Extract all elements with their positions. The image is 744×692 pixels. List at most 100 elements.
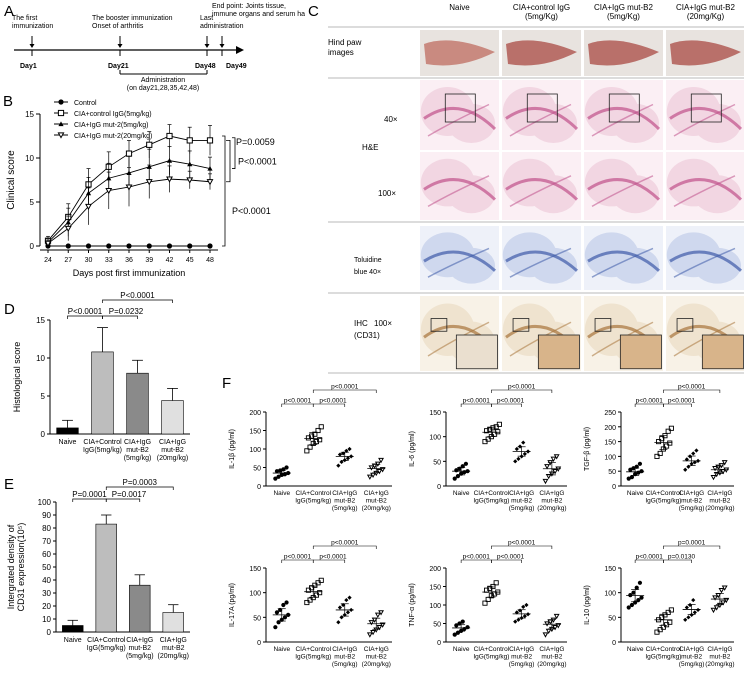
y-axis-label: TGF-β (pg/ml) [584,427,591,471]
zoom-box [526,93,558,123]
tissue-band [423,106,497,131]
significance-bracket [312,559,346,563]
tissue-region [529,175,578,214]
significance-bracket [102,299,173,303]
category-label: Naive [627,490,644,497]
image-tile [420,80,499,150]
paw-shape [670,40,741,66]
image-tile [666,296,744,371]
x-axis-label: Days post first immunization [73,268,186,278]
tissue-band [587,106,661,131]
data-point [187,243,193,249]
x-tick-label: 30 [85,257,93,264]
data-point [273,625,278,630]
p-value-label: P=0.0232 [109,307,144,316]
category-label: CIA+Control IgG(5mg/kg) [295,646,331,661]
tissue-band [587,178,661,201]
data-point [718,588,725,594]
y-tick-label: 15 [36,316,45,325]
significance-bracket [491,403,522,407]
data-point [312,431,318,437]
legend-label: CIA+control IgG(5mg/kg) [74,111,152,118]
clinical-score-chart: 0 5 10 15 24 27 30 33 36 39 42 45 48 Clinical score Da… [6,99,277,278]
tgfb-chart: 0 50 100 150 200 250 TGF-β (pg/ml) Naive CIA+Con… [584,384,735,513]
category-label: CIA+IgG mut-B2 (5mg/kg) [509,490,535,512]
y-tick-label: 0 [257,640,261,647]
category-label: Naive [627,646,644,653]
data-point [487,426,493,432]
p-value-label: p<0.0001 [463,398,491,405]
image-tile [502,80,581,150]
y-tick-label: 50 [253,615,261,622]
y-tick-label: 100 [604,454,616,461]
data-point [553,454,560,460]
p-value-label: p<0.0001 [636,554,664,561]
data-point [631,590,636,595]
bar [91,351,114,435]
y-tick-label: 100 [38,498,52,507]
tissue-band [427,247,490,278]
y-tick-label: 150 [604,566,616,573]
y-tick-label: 5 [30,198,35,207]
significance-bracket [663,545,721,549]
data-point [274,610,280,615]
data-point [207,243,213,249]
data-point [187,161,193,167]
data-point [712,595,719,601]
y-tick-label: 50 [253,466,261,473]
tissue-band [505,106,579,131]
data-point [553,613,560,620]
paw-shape [424,40,495,66]
category-label: CIA+IgG mut-B2 (5mg/kg) [679,646,705,668]
data-point [657,450,663,456]
data-point [513,459,518,464]
data-point [720,600,727,606]
y-tick-label: 0 [47,628,52,637]
data-point [378,457,384,464]
x-tick-label: 45 [186,257,194,264]
zoom-box [690,93,722,123]
tissue-band [673,175,736,208]
data-point [683,467,688,472]
p-value-label: P<0.0001 [238,157,277,167]
tnfa-chart: 0 50 100 150 200 TNF-α (pg/ml) Naive CIA+Contro… [409,540,567,668]
data-point [516,456,521,461]
y-axis-label: IL-17A (pg/ml) [229,583,236,627]
data-point [85,243,92,249]
y-axis-label: Histological score [12,342,22,413]
x-tick-label: 42 [166,257,174,264]
significance-bracket [491,389,553,393]
timeline-pointer-head [117,44,123,48]
y-tick-label: 200 [604,425,616,432]
tissue-band [587,250,661,272]
tissue-region [447,175,496,214]
tissue-band [509,103,572,137]
data-point [637,580,643,585]
image-tile [584,152,663,220]
significance-bracket [312,389,377,393]
y-tick-label: 15 [25,110,34,119]
tissue-band [673,321,736,357]
data-point [522,451,527,457]
data-point [345,456,351,461]
data-point [516,617,521,622]
y-tick-label: 200 [249,410,261,417]
data-point [514,446,519,452]
data-point [370,629,376,636]
data-point [166,158,173,163]
data-point [460,619,465,624]
data-point [105,187,113,195]
data-point [629,602,635,608]
data-point [125,150,133,157]
image-tile [502,226,581,290]
data-point [668,425,674,431]
data-point [628,593,633,598]
data-point [513,619,518,624]
tissue-band [673,247,736,278]
y-tick-label: 50 [608,469,616,476]
x-tick-label: 36 [125,257,133,264]
row-label-ihc-mag: 100× [374,319,392,328]
tissue-region [611,103,660,143]
category-label: CIA+Control IgG(5mg/kg) [645,490,681,505]
